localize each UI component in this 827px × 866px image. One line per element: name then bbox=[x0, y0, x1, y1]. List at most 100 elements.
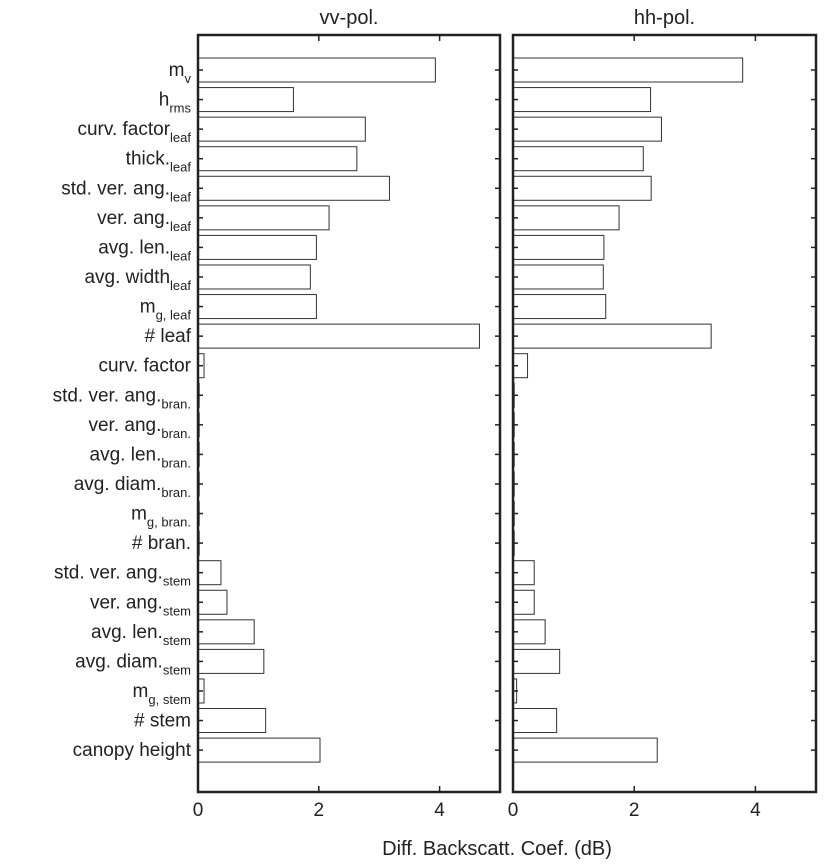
bar bbox=[197, 175, 390, 201]
category-label-main: curv. factor bbox=[98, 356, 191, 377]
category-label-main: avg. len. bbox=[90, 444, 162, 465]
bar bbox=[197, 87, 294, 113]
x-tick-label: 0 bbox=[508, 800, 519, 821]
category-label: std. ver. ang.bran. bbox=[53, 385, 191, 411]
category-label: ver. ang.stem bbox=[90, 592, 191, 618]
bar bbox=[197, 708, 267, 734]
panel-vv-pol: vv-pol. 0 2 4 bbox=[193, 7, 502, 821]
category-label: std. ver. ang.leaf bbox=[61, 178, 191, 204]
category-label-sub: bran. bbox=[161, 396, 191, 411]
category-label-main: avg. diam. bbox=[74, 474, 162, 495]
category-label-main: std. ver. ang. bbox=[53, 385, 162, 406]
category-label-main: curv. factor bbox=[77, 119, 170, 140]
bar bbox=[197, 323, 480, 349]
category-label-main: # leaf bbox=[145, 326, 192, 347]
category-label-main: ver. ang. bbox=[97, 208, 170, 229]
category-label: avg. diam.stem bbox=[75, 651, 191, 677]
category-label: curv. factor bbox=[98, 356, 191, 377]
x-tick-label: 4 bbox=[434, 800, 445, 821]
panel-frame bbox=[511, 33, 818, 794]
x-tick-label: 4 bbox=[750, 800, 761, 821]
category-label-main: avg. len. bbox=[98, 237, 170, 258]
bar bbox=[197, 116, 366, 142]
bar bbox=[197, 294, 317, 320]
bar bbox=[512, 708, 558, 734]
category-label-sub: stem bbox=[163, 603, 191, 618]
x-tick-label: 0 bbox=[193, 800, 204, 821]
category-label: mg, bran. bbox=[131, 504, 191, 530]
bar bbox=[512, 323, 712, 349]
bar bbox=[512, 294, 607, 320]
category-label-sub: leaf bbox=[170, 248, 191, 263]
bar bbox=[197, 648, 265, 674]
panel-frame bbox=[196, 33, 502, 794]
category-label: canopy height bbox=[73, 740, 192, 761]
bar bbox=[197, 264, 311, 290]
bar bbox=[512, 87, 652, 113]
bar bbox=[512, 648, 561, 674]
category-label-main: # stem bbox=[134, 711, 191, 732]
category-label-main: ver. ang. bbox=[88, 415, 161, 436]
category-label-main: avg. width bbox=[84, 267, 170, 288]
category-label-sub: g, leaf bbox=[156, 308, 192, 323]
category-label: ver. ang.bran. bbox=[88, 415, 191, 441]
bar bbox=[512, 234, 605, 260]
category-label: hrms bbox=[159, 90, 192, 116]
bar bbox=[512, 57, 744, 83]
category-label: ver. ang.leaf bbox=[97, 208, 191, 234]
category-label-sub: leaf bbox=[170, 219, 191, 234]
category-label-sub: stem bbox=[163, 574, 191, 589]
category-label: std. ver. ang.stem bbox=[54, 563, 191, 589]
category-label-main: std. ver. ang. bbox=[54, 563, 163, 584]
bar bbox=[197, 57, 436, 83]
category-label: avg. len.stem bbox=[91, 622, 191, 648]
bar bbox=[512, 175, 652, 201]
category-label-main: std. ver. ang. bbox=[61, 178, 170, 199]
bar bbox=[197, 619, 255, 645]
category-label-sub: stem bbox=[163, 633, 191, 648]
category-label: # stem bbox=[134, 711, 191, 732]
category-label: avg. widthleaf bbox=[84, 267, 191, 293]
category-label-sub: bran. bbox=[161, 426, 191, 441]
category-label: thick.leaf bbox=[126, 149, 192, 175]
category-label: mg, leaf bbox=[140, 297, 192, 323]
x-tick-label: 2 bbox=[314, 800, 325, 821]
category-label: mv bbox=[169, 60, 192, 86]
category-label-main: m bbox=[169, 60, 185, 81]
category-label: mg, stem bbox=[133, 681, 191, 707]
category-label-main: avg. diam. bbox=[75, 651, 163, 672]
bar bbox=[197, 737, 321, 763]
x-tick-label: 2 bbox=[629, 800, 640, 821]
bar bbox=[512, 205, 620, 231]
bar bbox=[197, 146, 358, 172]
category-label-main: h bbox=[159, 90, 170, 111]
panel-title: vv-pol. bbox=[320, 7, 379, 29]
category-label-sub: g, stem bbox=[148, 692, 191, 707]
bar bbox=[512, 264, 604, 290]
category-label-sub: g, bran. bbox=[147, 515, 191, 530]
category-label-sub: leaf bbox=[170, 189, 191, 204]
category-label: # leaf bbox=[145, 326, 192, 347]
category-label-main: thick. bbox=[126, 149, 170, 170]
category-label-sub: v bbox=[185, 71, 192, 86]
bar bbox=[512, 146, 644, 172]
category-label: curv. factorleaf bbox=[77, 119, 191, 145]
category-label-sub: leaf bbox=[170, 130, 191, 145]
category-label-sub: stem bbox=[163, 662, 191, 677]
category-label: avg. diam.bran. bbox=[74, 474, 191, 500]
category-label-main: m bbox=[140, 297, 156, 318]
panel-hh-pol: hh-pol. 0 2 4 bbox=[508, 7, 818, 821]
bar bbox=[197, 234, 317, 260]
category-label-sub: leaf bbox=[170, 278, 191, 293]
category-label-sub: bran. bbox=[161, 455, 191, 470]
category-label: # bran. bbox=[132, 533, 191, 554]
category-label-main: # bran. bbox=[132, 533, 191, 554]
category-label-main: m bbox=[133, 681, 149, 702]
category-label-main: canopy height bbox=[73, 740, 192, 761]
category-label: avg. len.leaf bbox=[98, 237, 191, 263]
x-axis-label: Diff. Backscatt. Coef. (dB) bbox=[382, 838, 612, 860]
category-label: avg. len.bran. bbox=[90, 444, 191, 470]
category-label-main: ver. ang. bbox=[90, 592, 163, 613]
